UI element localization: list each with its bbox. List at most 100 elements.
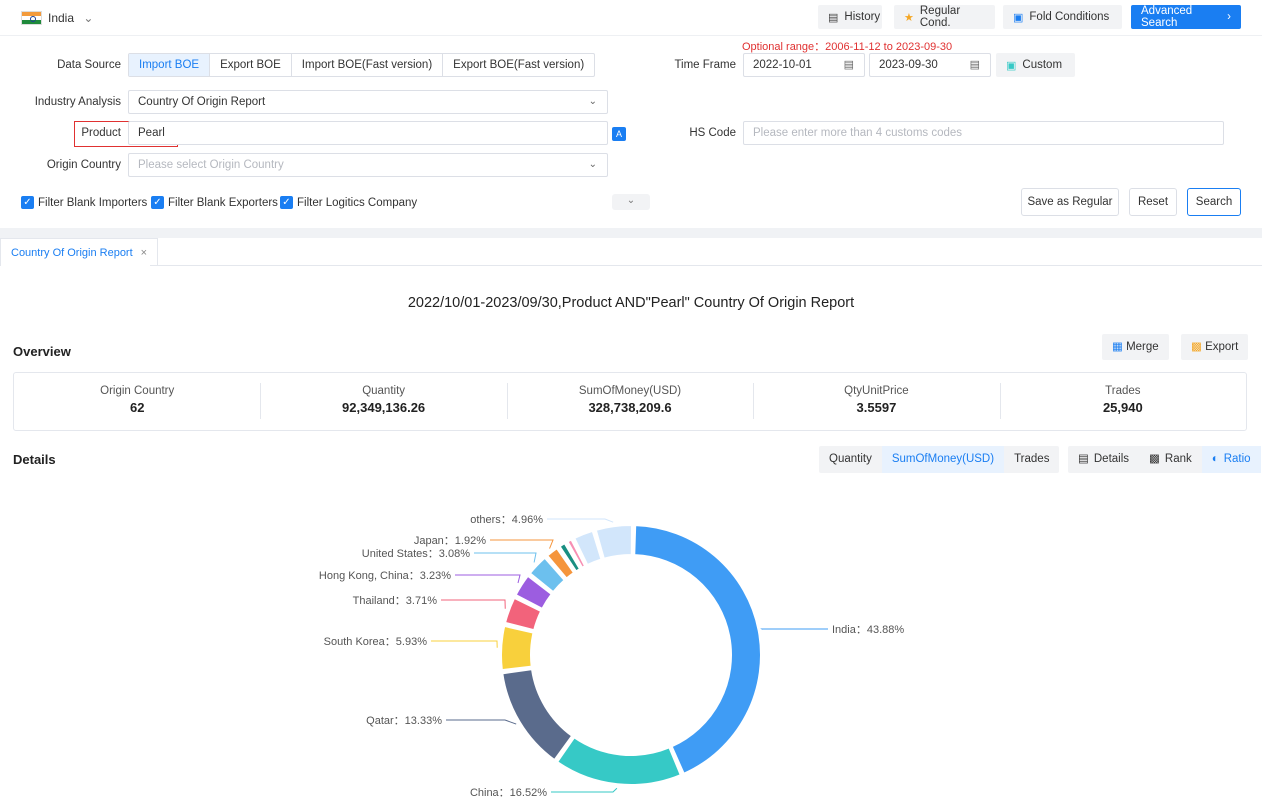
overview-value: 328,738,209.6 [588,400,672,415]
metric-tab-sum-of-money[interactable]: SumOfMoney(USD) [881,446,1005,473]
overview-value: 92,349,136.26 [342,400,426,415]
export-button[interactable]: ▩ Export [1181,334,1249,360]
donut-slice-china[interactable] [555,735,683,786]
table-icon: ▤ [1078,453,1089,465]
overview-value: 25,940 [1102,400,1143,415]
donut-slice-others[interactable] [594,524,633,560]
overview-trades: Trades 25,940 [999,373,1246,430]
origin-country-select[interactable]: Please select Origin Country ⌄ [128,153,608,177]
donut-slice-india[interactable] [633,524,762,776]
view-tab-label: Details [1093,453,1130,465]
country-selector[interactable]: India ⌄ [48,11,93,25]
overview-quantity: Quantity 92,349,136.26 [260,373,506,430]
view-tab-label: Ratio [1223,453,1251,465]
regular-cond-label: Regular Cond. [919,5,961,29]
export-label: Export [1205,341,1239,353]
date-to-value: 2023-09-30 [879,59,938,71]
topbar-divider [0,35,1262,36]
metric-tab-trades[interactable]: Trades [1014,453,1050,465]
metric-tab-quantity[interactable]: Quantity [829,453,872,465]
chevron-down-icon: ⌄ [588,96,597,107]
export-boe-fast-option[interactable]: Export BOE(Fast version) [453,59,585,71]
hs-code-input[interactable]: Please enter more than 4 customs codes [743,121,1224,145]
date-to-field[interactable]: 2023-09-30 ▤ [869,53,991,77]
date-from-field[interactable]: 2022-10-01 ▤ [743,53,865,77]
export-boe-option[interactable]: Export BOE [210,54,292,76]
donut-slice-hong-kong-china[interactable] [514,574,554,611]
donut-slice-japan[interactable] [545,546,576,580]
overview-qty-unit-price: QtyUnitPrice 3.5597 [753,373,999,430]
merge-button[interactable]: ▦ Merge [1102,334,1169,360]
fold-conditions-button[interactable]: ▣ Fold Conditions [1003,5,1122,29]
data-source-label: Data Source [57,59,121,71]
view-tab-label: Rank [1164,453,1192,465]
overview-panel: Origin Country 62 Quantity 92,349,136.26… [13,372,1247,431]
donut-slice-united-states[interactable] [528,556,567,594]
filter-logistics-checkbox[interactable]: ✓ Filter Logitics Company [280,196,417,209]
origin-country-label: Origin Country [46,159,121,171]
view-tab-details[interactable]: ▤ Details [1068,446,1139,473]
donut-slice-unlabeled[interactable] [558,541,582,573]
overview-heading: Overview [13,344,71,359]
filter-blank-importers-checkbox[interactable]: ✓ Filter Blank Importers [21,196,147,209]
history-button[interactable]: ▤ History [818,5,882,29]
import-boe-fast-option[interactable]: Import BOE(Fast version) [292,54,444,76]
donut-slice-unlabeled[interactable] [566,538,587,570]
custom-label: Custom [1022,59,1063,71]
custom-button[interactable]: ▣ Custom [996,53,1075,77]
industry-analysis-select[interactable]: Country Of Origin Report ⌄ [128,90,608,114]
bar-chart-icon: ▩ [1149,453,1160,465]
tab-country-of-origin-report[interactable]: Country Of Origin Report × [0,238,159,266]
import-boe-option[interactable]: Import BOE [129,54,211,76]
donut-data-label: Thailand：3.71% [353,595,438,607]
label-leader-line [490,539,554,549]
donut-slice-unlabeled[interactable] [572,529,603,567]
export-icon: ▩ [1191,341,1202,353]
overview-key: Trades [1105,385,1141,397]
donut-data-label: South Korea：5.93% [324,636,428,648]
label-leader-line [474,552,537,563]
calendar-icon: ▤ [969,59,980,71]
donut-data-label: United States：3.08% [362,548,470,560]
time-frame-label: Time Frame [674,59,736,71]
india-flag-icon[interactable] [21,11,42,25]
details-heading: Details [13,452,56,467]
filter-logistics-label: Filter Logitics Company [297,196,418,209]
label-leader-line [455,574,521,584]
translate-icon[interactable]: A [612,127,626,141]
product-value: Pearl [138,127,165,139]
fold-icon: ▣ [1013,11,1024,24]
donut-slice-thailand[interactable] [503,596,543,632]
history-label: History [844,11,881,23]
advanced-search-button[interactable]: Advanced Search › [1131,5,1241,29]
checkbox-icon: ✓ [151,196,164,209]
overview-key: Quantity [362,385,406,397]
close-icon[interactable]: × [140,247,148,259]
filter-blank-exporters-label: Filter Blank Exporters [168,196,278,209]
view-tab-rank[interactable]: ▩ Rank [1139,446,1202,473]
donut-slice-south-korea[interactable] [500,624,535,672]
date-from-value: 2022-10-01 [753,59,812,71]
merge-label: Merge [1126,341,1159,353]
label-leader-line [446,719,517,725]
donut-data-label: China：16.52% [470,787,547,799]
donut-icon: ◐ [1211,453,1219,465]
donut-slice-qatar[interactable] [501,667,574,762]
section-separator [0,228,1262,238]
chevron-down-icon: ⌄ [588,159,597,170]
checkbox-icon: ✓ [280,196,293,209]
save-as-regular-button[interactable]: Save as Regular [1021,188,1119,216]
reset-button[interactable]: Reset [1129,188,1177,216]
filter-blank-importers-label: Filter Blank Importers [38,196,148,209]
overview-key: QtyUnitPrice [844,385,909,397]
expand-chevron-icon[interactable]: ⌄ [612,194,650,210]
product-input[interactable]: Pearl [128,121,608,145]
overview-value: 3.5597 [856,400,897,415]
donut-data-label: Qatar：13.33% [366,715,442,727]
label-leader-line [431,640,498,648]
search-button[interactable]: Search [1187,188,1241,216]
filter-blank-exporters-checkbox[interactable]: ✓ Filter Blank Exporters [151,196,278,209]
regular-cond-button[interactable]: ★ Regular Cond. [894,5,995,29]
view-tab-ratio[interactable]: ◐ Ratio [1201,446,1261,473]
view-tabs: ▤ Details ▩ Rank ◐ Ratio [1068,446,1261,473]
